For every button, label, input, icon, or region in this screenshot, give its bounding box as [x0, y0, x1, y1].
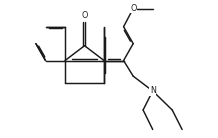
- Text: O: O: [81, 11, 88, 20]
- Text: N: N: [150, 87, 156, 95]
- Text: O: O: [130, 4, 136, 13]
